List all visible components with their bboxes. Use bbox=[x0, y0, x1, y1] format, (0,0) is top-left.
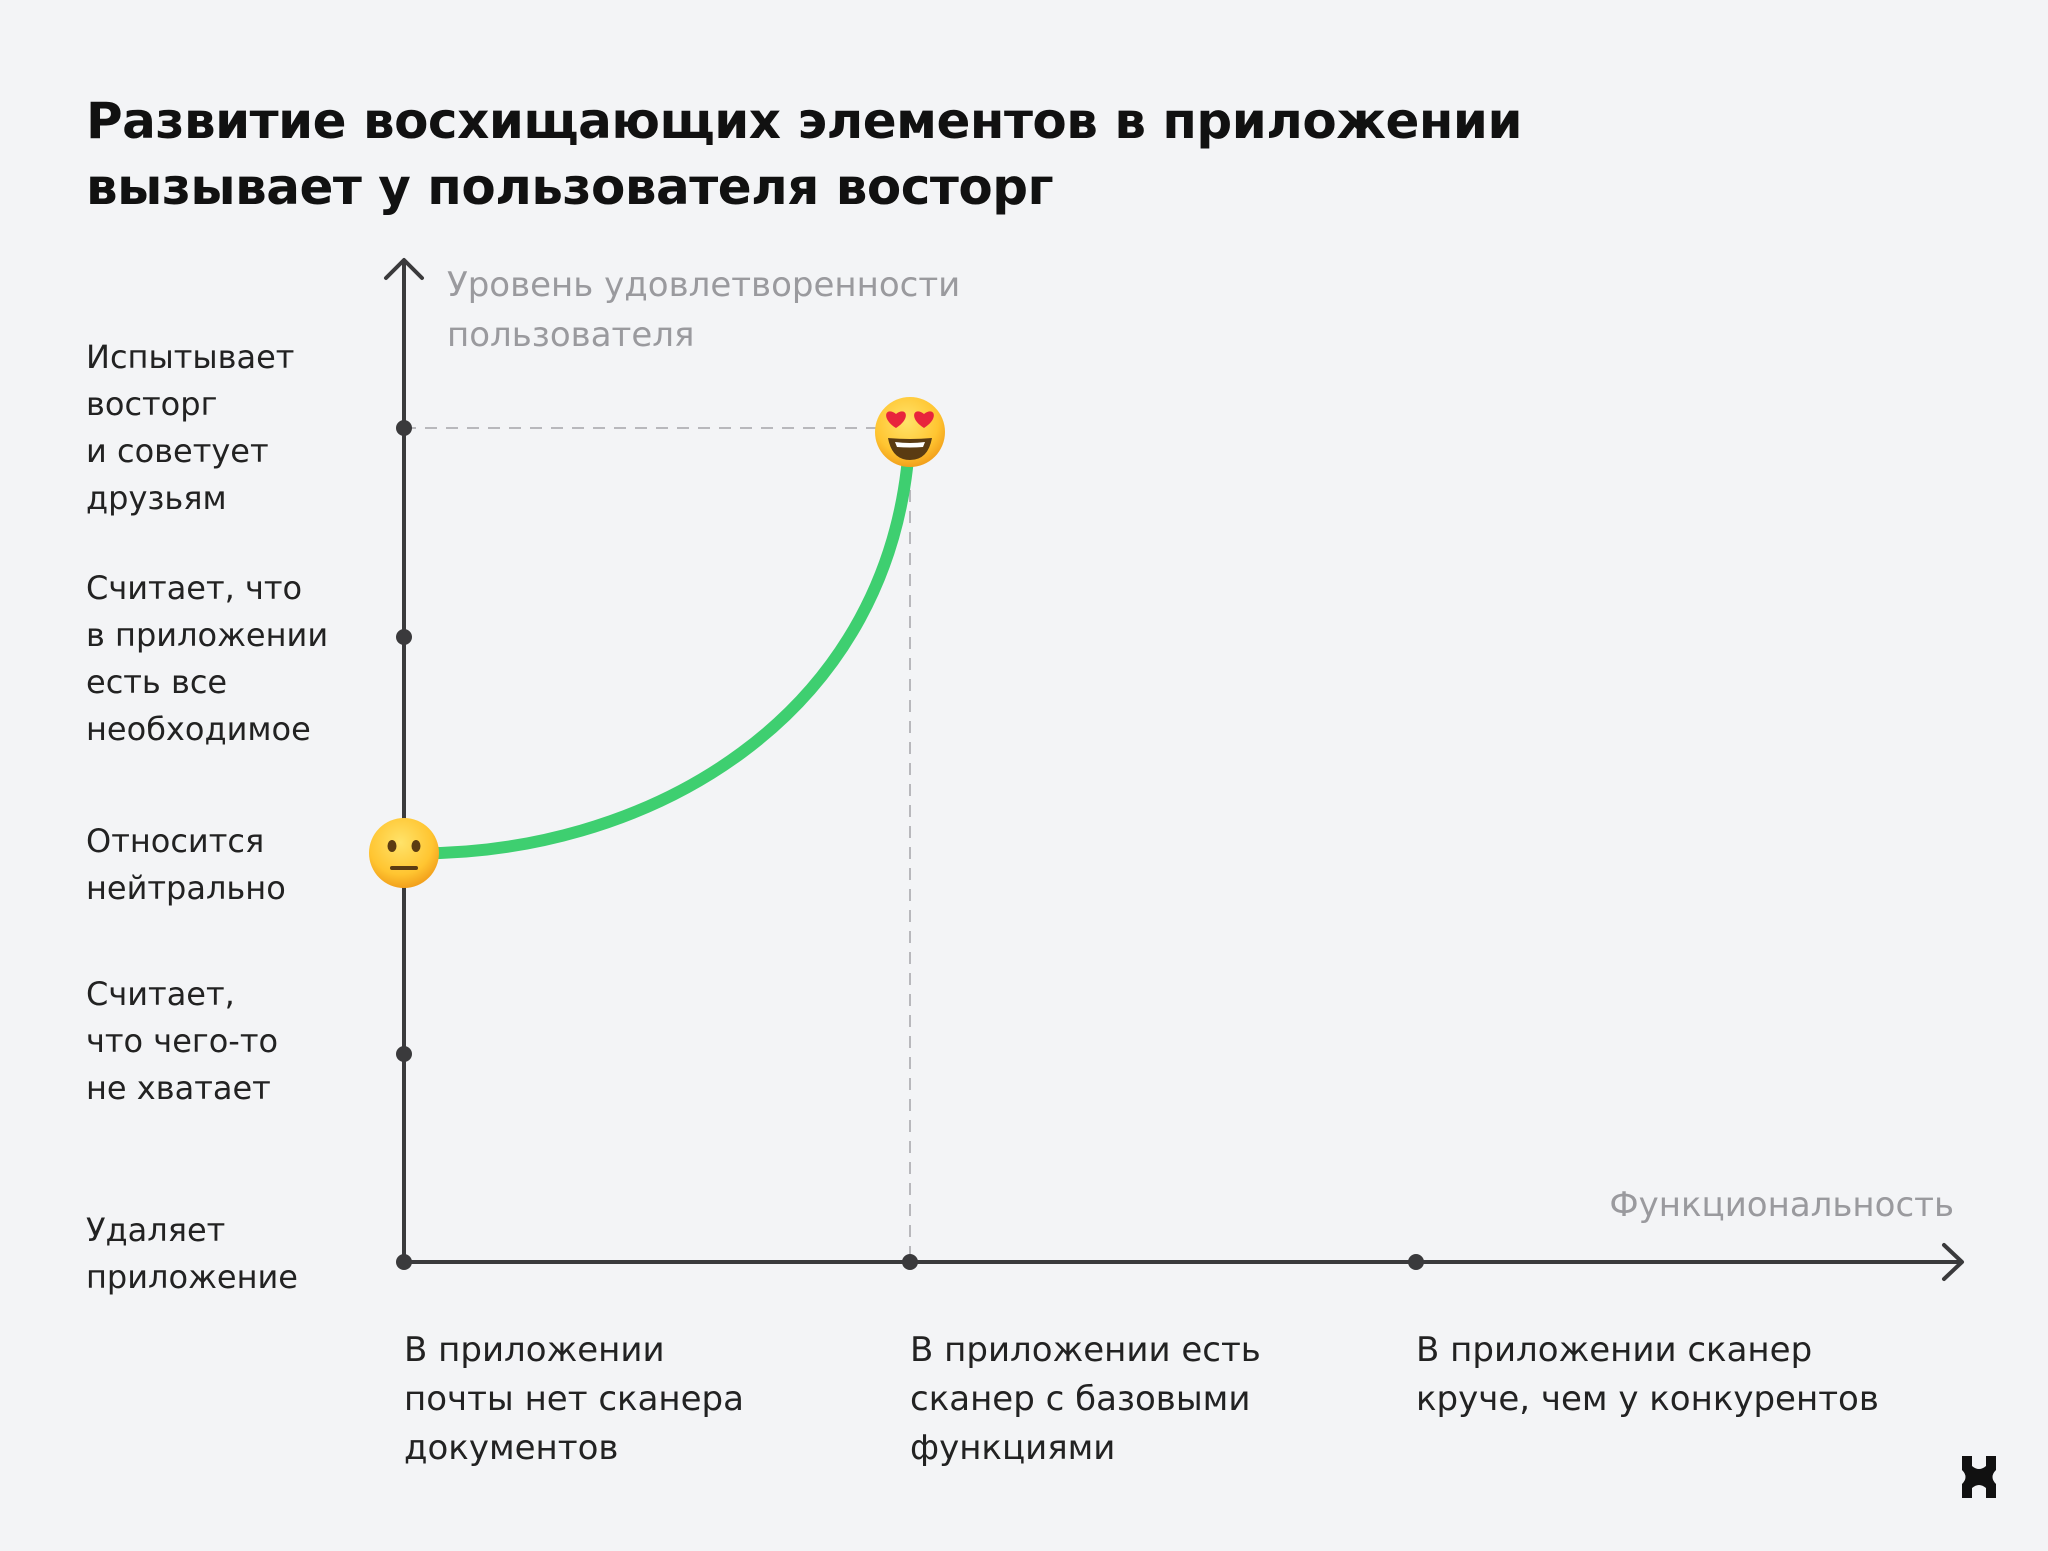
y-level-label-line: не хватает bbox=[86, 1069, 271, 1107]
y-axis-title-line-2: пользователя bbox=[447, 315, 695, 355]
y-tick-missing bbox=[396, 1046, 412, 1062]
y-tick-delight bbox=[396, 420, 412, 436]
x-level-label-best-scanner: В приложении сканер круче, чем у конкуре… bbox=[1416, 1326, 1976, 1424]
y-level-label-line: восторг bbox=[86, 385, 218, 423]
y-level-label-neutral: Относится нейтрально bbox=[86, 818, 376, 912]
y-tick-everything bbox=[396, 629, 412, 645]
y-level-label-missing: Считает, что чего-то не хватает bbox=[86, 971, 376, 1112]
y-level-label-line: Считает, что bbox=[86, 569, 303, 607]
page-title: Развитие восхищающих элементов в приложе… bbox=[86, 88, 1586, 220]
brand-logo-icon bbox=[1962, 1456, 1996, 1498]
y-level-label-line: что чего-то bbox=[86, 1022, 279, 1060]
title-line-1: Развитие восхищающих элементов в приложе… bbox=[86, 92, 1523, 150]
y-level-label-line: друзьям bbox=[86, 479, 227, 517]
x-axis-arrow bbox=[1942, 1243, 1964, 1281]
x-level-label-basic-scanner: В приложении есть сканер с базовыми функ… bbox=[910, 1326, 1470, 1473]
x-level-label-line: В приложении есть bbox=[910, 1330, 1261, 1370]
x-tick-origin bbox=[396, 1254, 412, 1270]
heart-eyes-face-icon bbox=[875, 397, 945, 467]
x-tick-basic bbox=[902, 1254, 918, 1270]
y-axis-arrow bbox=[384, 258, 424, 280]
y-level-label-delight: Испытывает восторг и советует друзьям bbox=[86, 334, 376, 522]
y-level-label-line: Считает, bbox=[86, 975, 235, 1013]
y-level-label-everything: Считает, что в приложении есть все необх… bbox=[86, 565, 376, 753]
y-level-label-line: Относится bbox=[86, 822, 265, 860]
x-level-label-line: В приложении bbox=[404, 1330, 665, 1370]
y-axis-title: Уровень удовлетворенности пользователя bbox=[447, 260, 960, 360]
y-level-label-line: есть все bbox=[86, 663, 228, 701]
y-level-label-deletes: Удаляет приложение bbox=[86, 1207, 376, 1301]
y-level-label-line: приложение bbox=[86, 1258, 298, 1296]
title-line-2: вызывает у пользователя восторг bbox=[86, 158, 1054, 216]
y-level-label-line: Удаляет bbox=[86, 1211, 226, 1249]
x-level-label-line: круче, чем у конкурентов bbox=[1416, 1379, 1879, 1419]
y-level-label-line: и советует bbox=[86, 432, 269, 470]
satisfaction-curve bbox=[398, 422, 916, 860]
x-level-label-no-scanner: В приложении почты нет сканера документо… bbox=[404, 1326, 964, 1473]
y-level-label-line: необходимое bbox=[86, 710, 311, 748]
x-tick-best bbox=[1408, 1254, 1424, 1270]
y-level-label-line: в приложении bbox=[86, 616, 329, 654]
x-axis-title: Функциональность bbox=[1609, 1185, 1954, 1225]
x-level-label-line: функциями bbox=[910, 1428, 1116, 1468]
y-level-label-line: Испытывает bbox=[86, 338, 295, 376]
x-level-label-line: почты нет сканера bbox=[404, 1379, 744, 1419]
y-level-label-line: нейтрально bbox=[86, 869, 286, 907]
neutral-face-icon bbox=[369, 818, 439, 888]
x-level-label-line: В приложении сканер bbox=[1416, 1330, 1813, 1370]
x-level-label-line: сканер с базовыми bbox=[910, 1379, 1251, 1419]
y-axis-title-line-1: Уровень удовлетворенности bbox=[447, 265, 961, 305]
x-level-label-line: документов bbox=[404, 1428, 619, 1468]
